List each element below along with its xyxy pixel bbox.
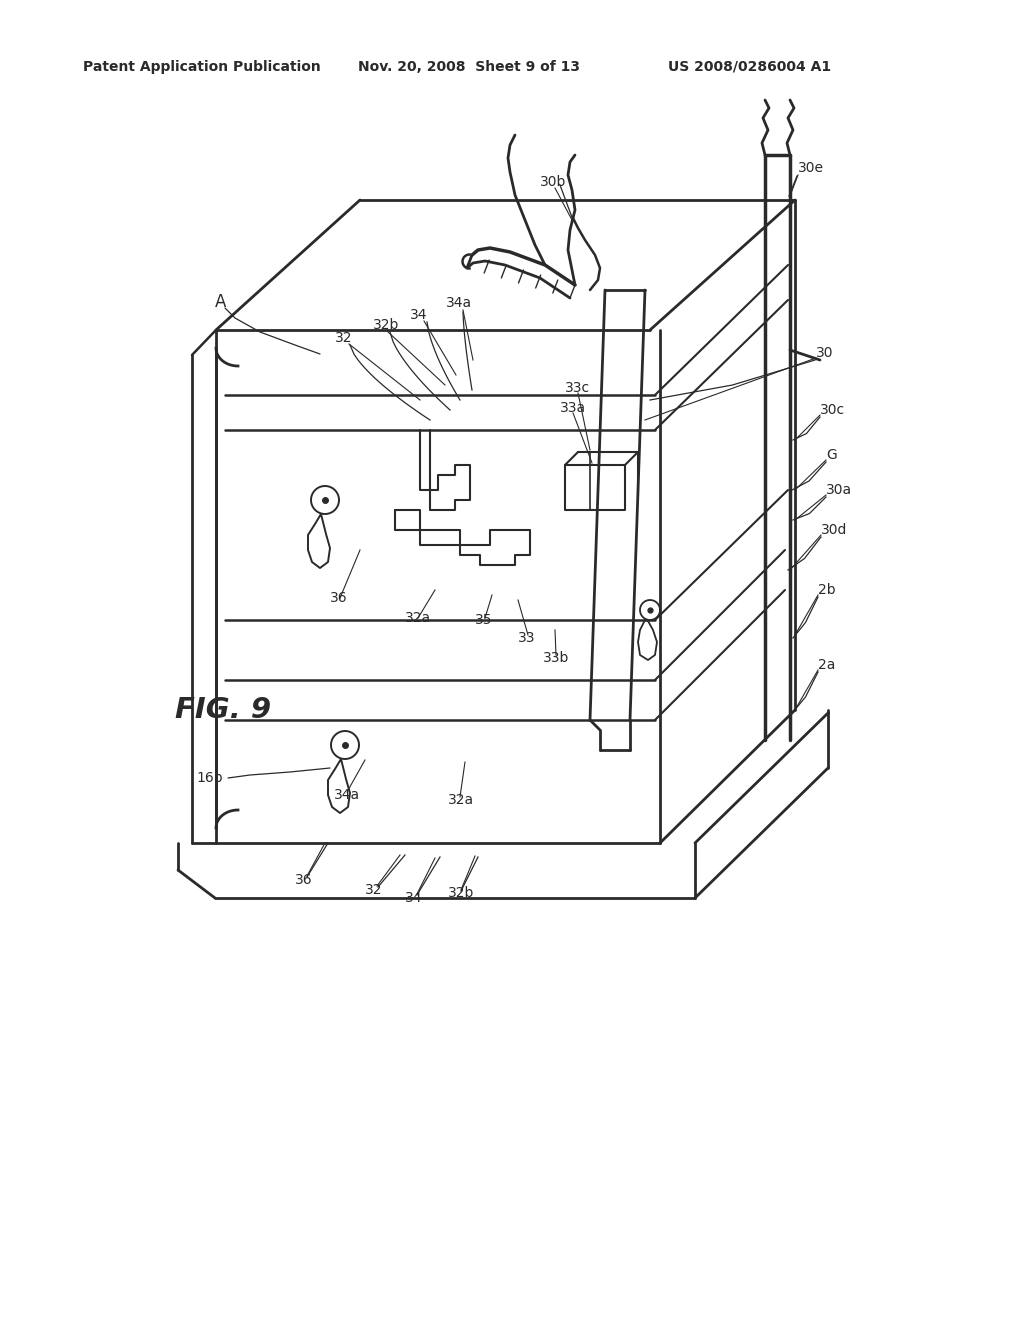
Text: US 2008/0286004 A1: US 2008/0286004 A1 — [668, 59, 831, 74]
Text: Patent Application Publication: Patent Application Publication — [83, 59, 321, 74]
Text: 32b: 32b — [449, 886, 474, 900]
Text: 33c: 33c — [565, 381, 590, 395]
Text: 32: 32 — [365, 883, 383, 898]
Text: 30b: 30b — [540, 176, 566, 189]
Text: 16b: 16b — [196, 771, 222, 785]
Text: 34: 34 — [410, 308, 427, 322]
Text: 36: 36 — [295, 873, 312, 887]
Text: Nov. 20, 2008  Sheet 9 of 13: Nov. 20, 2008 Sheet 9 of 13 — [358, 59, 580, 74]
Text: 30: 30 — [816, 346, 834, 360]
Text: 32a: 32a — [406, 611, 431, 624]
Text: G: G — [826, 447, 837, 462]
Text: 32a: 32a — [449, 793, 474, 807]
Text: 32b: 32b — [373, 318, 399, 333]
Text: 33a: 33a — [560, 401, 586, 414]
Text: 32: 32 — [335, 331, 352, 345]
Text: 33: 33 — [518, 631, 536, 645]
Text: 2b: 2b — [818, 583, 836, 597]
Text: 34: 34 — [406, 891, 423, 906]
Text: A: A — [215, 293, 226, 312]
Text: 30a: 30a — [826, 483, 852, 498]
Text: 30d: 30d — [821, 523, 848, 537]
Text: 33b: 33b — [543, 651, 569, 665]
Text: 36: 36 — [330, 591, 347, 605]
Text: 35: 35 — [475, 612, 493, 627]
Text: 2a: 2a — [818, 657, 836, 672]
Text: FIG. 9: FIG. 9 — [175, 696, 271, 723]
Text: 30e: 30e — [798, 161, 824, 176]
Text: 34a: 34a — [334, 788, 360, 803]
Text: 34a: 34a — [446, 296, 472, 310]
Text: 30c: 30c — [820, 403, 845, 417]
